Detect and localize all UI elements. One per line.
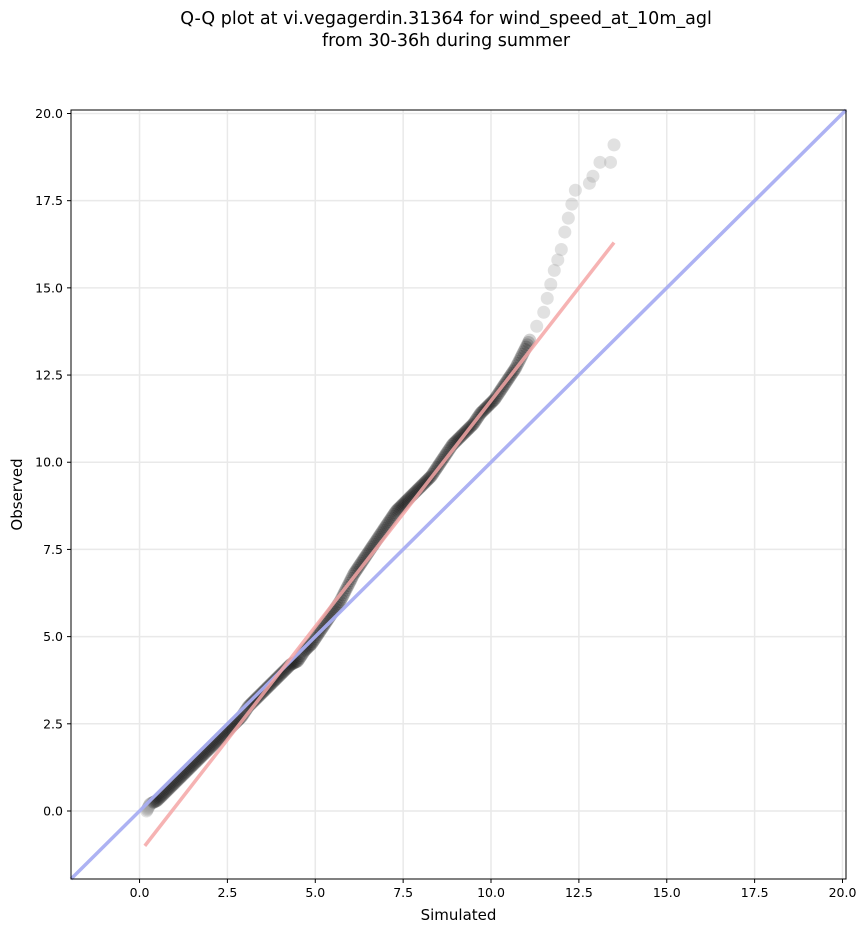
x-tick-label: 2.5 bbox=[217, 885, 237, 900]
quantile-points bbox=[140, 138, 621, 818]
quantile-point bbox=[299, 642, 313, 656]
identity-line bbox=[69, 108, 848, 881]
quantile-point bbox=[414, 480, 428, 494]
quantile-point bbox=[277, 664, 291, 678]
quantile-point bbox=[386, 509, 400, 523]
fit-line bbox=[143, 241, 616, 847]
y-tick-label: 12.5 bbox=[35, 368, 63, 383]
quantile-point bbox=[301, 640, 315, 654]
x-tick-label: 12.5 bbox=[565, 885, 593, 900]
quantile-point bbox=[437, 450, 451, 464]
reference-lines bbox=[69, 108, 848, 881]
y-tick-label: 15.0 bbox=[35, 280, 63, 295]
quantile-point bbox=[561, 211, 575, 225]
quantile-point bbox=[300, 641, 314, 655]
quantile-point bbox=[547, 263, 561, 277]
quantile-point bbox=[350, 562, 364, 576]
quantile-point bbox=[353, 558, 367, 572]
y-tick-label: 5.0 bbox=[43, 629, 63, 644]
x-tick-label: 0.0 bbox=[130, 885, 150, 900]
quantile-point bbox=[438, 448, 452, 462]
quantile-point bbox=[586, 169, 600, 183]
quantile-point bbox=[540, 291, 554, 305]
quantile-point bbox=[551, 253, 565, 267]
quantile-point bbox=[439, 447, 453, 461]
quantile-point bbox=[537, 305, 551, 319]
quantile-point bbox=[450, 433, 464, 447]
axis-ticks: 0.0 2.5 5.0 7.5 10.0 12.5 15.0 17.5 20.0 0.0 2.5 5.… bbox=[35, 106, 856, 900]
quantile-point bbox=[544, 277, 558, 291]
x-tick-label: 15.0 bbox=[653, 885, 681, 900]
quantile-point bbox=[523, 333, 537, 347]
y-axis-label: Observed bbox=[8, 458, 26, 530]
quantile-point bbox=[604, 155, 618, 169]
quantile-point bbox=[304, 638, 318, 652]
y-tick-label: 2.5 bbox=[43, 716, 63, 731]
quantile-point bbox=[354, 556, 368, 570]
quantile-point bbox=[387, 508, 401, 522]
quantile-point bbox=[391, 502, 405, 516]
quantile-point bbox=[558, 225, 572, 239]
quantile-point bbox=[394, 499, 408, 513]
quantile-point bbox=[275, 666, 289, 680]
quantile-point bbox=[607, 138, 621, 152]
quantile-point bbox=[306, 635, 320, 649]
x-tick-label: 20.0 bbox=[829, 885, 857, 900]
quantile-point bbox=[384, 511, 398, 525]
quantile-point bbox=[389, 504, 403, 518]
quantile-point bbox=[298, 644, 312, 658]
x-tick-label: 10.0 bbox=[477, 885, 505, 900]
quantile-point bbox=[554, 243, 568, 257]
quantile-point bbox=[388, 506, 402, 520]
x-tick-label: 7.5 bbox=[393, 885, 413, 900]
quantile-point bbox=[305, 637, 319, 651]
y-tick-label: 17.5 bbox=[35, 193, 63, 208]
quantile-point bbox=[565, 197, 579, 211]
quantile-point bbox=[249, 692, 263, 706]
quantile-point bbox=[568, 183, 582, 197]
grid-lines bbox=[71, 110, 846, 879]
quantile-point bbox=[530, 319, 544, 333]
quantile-point bbox=[143, 797, 157, 811]
plot-frame bbox=[70, 109, 847, 880]
quantile-point bbox=[393, 501, 407, 515]
quantile-point bbox=[593, 155, 607, 169]
y-tick-label: 7.5 bbox=[43, 542, 63, 557]
quantile-point bbox=[390, 503, 404, 517]
quantile-point bbox=[336, 588, 350, 602]
y-tick-label: 0.0 bbox=[43, 803, 63, 818]
quantile-point bbox=[383, 513, 397, 527]
quantile-point bbox=[278, 663, 292, 677]
quantile-point bbox=[582, 176, 596, 190]
x-tick-label: 17.5 bbox=[741, 885, 769, 900]
y-tick-label: 10.0 bbox=[35, 455, 63, 470]
x-tick-label: 5.0 bbox=[305, 885, 325, 900]
chart-title: Q-Q plot at vi.vegagerdin.31364 for wind… bbox=[180, 9, 712, 51]
x-axis-label: Simulated bbox=[421, 906, 497, 924]
y-tick-label: 20.0 bbox=[35, 106, 63, 121]
quantile-point bbox=[415, 478, 429, 492]
quantile-point bbox=[352, 560, 366, 574]
quantile-point bbox=[302, 639, 316, 653]
quantile-point bbox=[247, 694, 261, 708]
quantile-point bbox=[513, 352, 527, 366]
quantile-point bbox=[451, 432, 465, 446]
